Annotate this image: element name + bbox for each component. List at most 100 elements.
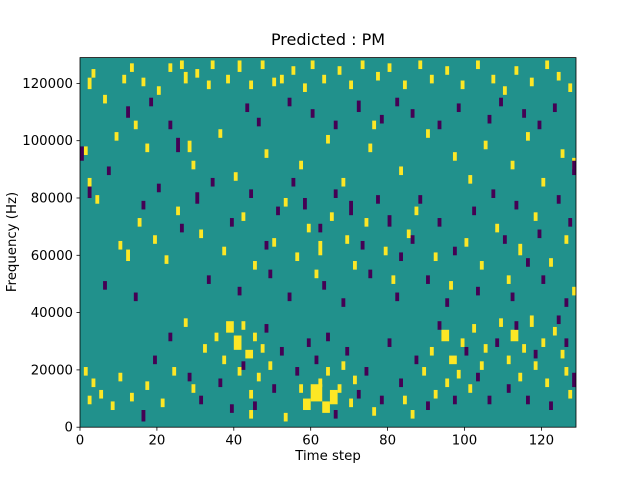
heatmap-cell-high (326, 367, 330, 376)
heatmap-cell-high (310, 384, 323, 402)
heatmap-cell-low (218, 378, 223, 388)
heatmap-cell-low (379, 395, 384, 405)
heatmap-cell-low (176, 137, 180, 153)
heatmap-cell-high (129, 63, 134, 72)
heatmap-cell-high (141, 77, 146, 87)
x-tick-label: 0 (76, 434, 84, 449)
heatmap-cell-high (226, 321, 234, 333)
heatmap-cell-high (256, 372, 261, 382)
heatmap-cell-high (283, 412, 288, 422)
heatmap-cell-low (206, 275, 211, 284)
heatmap-cell-high (433, 389, 438, 399)
heatmap-cell-high (483, 140, 488, 150)
heatmap-cell-low (106, 166, 111, 176)
heatmap-cell-high (272, 77, 277, 87)
heatmap-cell-low (356, 389, 361, 399)
x-tick-label: 100 (452, 434, 477, 449)
heatmap-cell-low (287, 97, 292, 107)
heatmap-cell-high (422, 367, 427, 376)
heatmap-cell-high (502, 86, 507, 95)
heatmap-cell-low (245, 103, 250, 113)
heatmap-cell-high (314, 269, 319, 279)
heatmap-cell-high (518, 372, 523, 382)
heatmap-cell-low (303, 197, 307, 210)
x-axis-label: Time step (294, 449, 361, 464)
chart-title: Predicted : PM (271, 30, 385, 49)
heatmap-cell-high (237, 367, 242, 376)
heatmap-cell-low (268, 269, 273, 279)
heatmap-cell-low (237, 286, 242, 296)
heatmap-cell-high (402, 395, 407, 405)
heatmap-cell-high (322, 74, 327, 84)
heatmap-cell-high (337, 66, 342, 75)
heatmap-cell-low (156, 183, 161, 193)
heatmap-cell-low (414, 355, 419, 365)
heatmap-cell-low (502, 235, 507, 244)
heatmap-cell-high (87, 177, 92, 187)
heatmap-cell-high (549, 258, 553, 267)
heatmap-cell-high (245, 349, 254, 359)
heatmap-cell-high (383, 246, 388, 256)
heatmap-cell-high (449, 281, 453, 290)
heatmap-cell-low (556, 195, 561, 204)
heatmap-cell-high (414, 206, 419, 216)
heatmap-cell-low (526, 258, 530, 267)
heatmap-cell-low (387, 215, 392, 227)
heatmap-cell-low (287, 292, 292, 302)
heatmap-cell-high (456, 369, 461, 379)
y-tick-label: 120000 (22, 77, 73, 92)
y-tick-label: 60000 (31, 249, 73, 264)
y-tick-label: 0 (65, 421, 73, 436)
heatmap-cell-low (133, 292, 138, 302)
heatmap-cell-high (145, 381, 150, 390)
heatmap-cell-low (276, 206, 280, 216)
heatmap-cell-low (103, 281, 107, 290)
heatmap-cell-high (472, 324, 477, 333)
heatmap-cell-low (141, 200, 146, 210)
heatmap-cell-high (191, 384, 196, 393)
heatmap-cell-high (118, 240, 123, 250)
heatmap-cell-low (487, 114, 492, 124)
heatmap-cell-low (126, 106, 130, 118)
heatmap-cell-high (95, 195, 100, 204)
heatmap-cell-low (464, 346, 469, 356)
heatmap-cell-high (349, 398, 353, 408)
heatmap-cell-high (441, 329, 450, 342)
heatmap-cell-low (437, 120, 442, 130)
heatmap-cell-low (349, 200, 353, 216)
heatmap-cell-high (129, 392, 134, 402)
heatmap-cell-low (568, 218, 573, 227)
heatmap-cell-high (295, 252, 300, 262)
heatmap-cell-high (479, 261, 484, 270)
heatmap-cell-high (99, 389, 104, 399)
heatmap-cell-low (445, 298, 450, 307)
heatmap-cell-low (241, 361, 246, 370)
axes-frame (79, 57, 577, 428)
heatmap-cell-high (399, 166, 403, 176)
heatmap-cell-low (310, 109, 315, 118)
heatmap-cell-low (426, 275, 430, 284)
heatmap-cell-low (376, 195, 380, 204)
heatmap-cell-high (433, 252, 438, 262)
heatmap-cell-high (514, 66, 519, 75)
heatmap-cell-low (510, 292, 515, 302)
heatmap-cell-high (568, 389, 573, 399)
heatmap-cell-low (253, 401, 257, 411)
x-tick-label: 60 (302, 434, 319, 449)
heatmap-cell-low (364, 367, 369, 376)
heatmap-cell-low (168, 120, 173, 130)
heatmap-cell-low (426, 401, 430, 411)
heatmap-cell-high (233, 172, 238, 181)
heatmap-cell-high (114, 132, 119, 141)
heatmap-cell-low (537, 120, 542, 130)
heatmap-cell-low (472, 206, 477, 216)
heatmap-cell-high (268, 361, 273, 370)
heatmap-cell-low (526, 395, 530, 405)
heatmap-cell-high (541, 338, 546, 347)
heatmap-cell-high (126, 249, 130, 262)
heatmap-cell-high (179, 60, 184, 70)
heatmap-cell-high (372, 407, 377, 416)
heatmap-cell-high (164, 255, 169, 264)
heatmap-cell-high (426, 129, 430, 138)
heatmap-cell-high (237, 60, 242, 72)
